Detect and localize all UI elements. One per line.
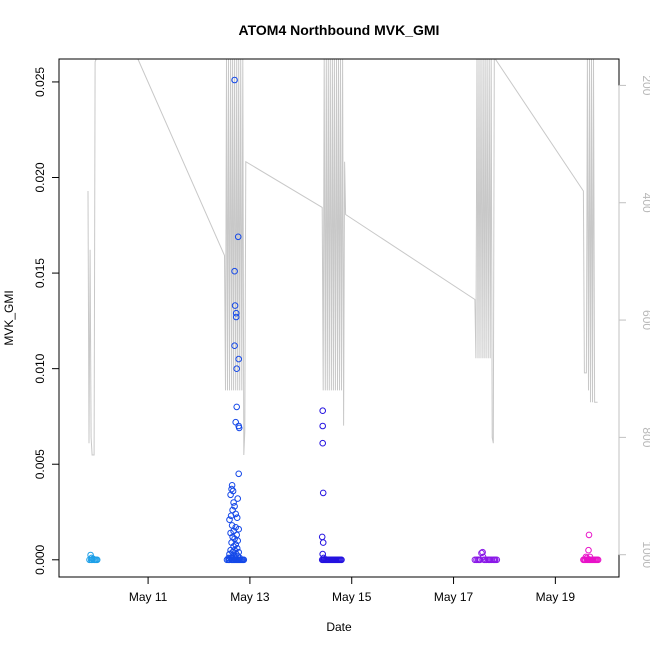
data-point xyxy=(87,556,95,564)
data-point xyxy=(320,554,328,562)
y-tick-label: 0.005 xyxy=(33,449,47,479)
y-tick-label: 0.015 xyxy=(33,258,47,288)
data-point xyxy=(319,539,327,546)
right-tick-label: 200 xyxy=(640,75,650,95)
altitude-series xyxy=(87,58,598,456)
points-layer xyxy=(86,76,602,564)
data-point xyxy=(586,553,594,561)
series-3 xyxy=(471,548,501,564)
data-point xyxy=(319,489,327,497)
series-4 xyxy=(580,531,602,564)
data-point xyxy=(583,554,591,562)
data-point xyxy=(585,546,592,554)
data-point xyxy=(228,539,235,546)
series-1 xyxy=(223,76,248,564)
data-point xyxy=(228,554,235,562)
data-point xyxy=(236,554,243,562)
data-point xyxy=(240,556,248,564)
x-axis-label: Date xyxy=(326,620,352,634)
data-point xyxy=(234,537,241,545)
data-point xyxy=(318,533,326,541)
data-point xyxy=(233,403,240,411)
data-point xyxy=(232,313,240,321)
right-tick-label: 1000 xyxy=(640,541,650,568)
data-point xyxy=(231,267,238,275)
y-tick-label: 0.020 xyxy=(33,162,47,192)
data-point xyxy=(319,439,327,447)
data-point xyxy=(226,516,233,524)
data-point xyxy=(232,418,239,426)
data-point xyxy=(227,491,234,499)
data-point xyxy=(235,355,242,363)
data-point xyxy=(234,495,241,502)
x-tick-label: May 11 xyxy=(129,590,168,604)
data-point xyxy=(231,76,238,84)
x-tick-label: May 15 xyxy=(332,590,372,604)
data-point xyxy=(234,552,241,560)
x-axis: May 11 May 13 May 15 May 17 May 19 xyxy=(129,577,576,604)
y-tick-label: 0.000 xyxy=(33,544,47,574)
data-point xyxy=(493,556,501,564)
series-2 xyxy=(318,407,345,564)
data-point xyxy=(231,503,238,510)
y-tick-label: 0.010 xyxy=(33,353,47,383)
series-0 xyxy=(86,551,101,564)
data-point xyxy=(233,365,240,373)
y-axis-label: MVK_GMI xyxy=(2,290,16,345)
x-tick-label: May 19 xyxy=(536,590,576,604)
y-axis: 0.000 0.005 0.010 0.015 0.020 0.025 xyxy=(33,67,59,575)
data-point xyxy=(235,424,243,432)
data-point xyxy=(585,531,593,539)
data-point xyxy=(230,499,237,506)
x-tick-label: May 17 xyxy=(434,590,474,604)
x-tick-label: May 13 xyxy=(230,590,270,604)
data-point xyxy=(225,554,232,562)
right-axis: 200 400 600 800 1000 xyxy=(618,75,650,568)
data-point xyxy=(319,407,327,415)
altitude-line xyxy=(87,58,598,456)
data-point xyxy=(231,342,238,350)
y-tick-label: 0.025 xyxy=(33,67,47,97)
data-point xyxy=(594,556,602,564)
data-point xyxy=(319,550,327,558)
data-point xyxy=(338,556,345,564)
chart-title: ATOM4 Northbound MVK_GMI xyxy=(239,22,440,38)
data-point xyxy=(227,546,234,554)
data-point xyxy=(231,302,239,309)
data-point xyxy=(479,548,486,556)
data-point xyxy=(234,233,242,241)
data-point xyxy=(233,514,241,522)
right-tick-label: 400 xyxy=(640,193,650,213)
right-tick-label: 800 xyxy=(640,427,650,447)
data-point xyxy=(235,470,242,478)
data-point xyxy=(232,309,240,317)
data-point xyxy=(227,529,234,537)
right-tick-label: 600 xyxy=(640,310,650,330)
data-point xyxy=(478,549,485,557)
data-point xyxy=(319,422,327,430)
data-point xyxy=(232,554,239,562)
data-point xyxy=(227,512,235,520)
data-point xyxy=(226,550,233,558)
